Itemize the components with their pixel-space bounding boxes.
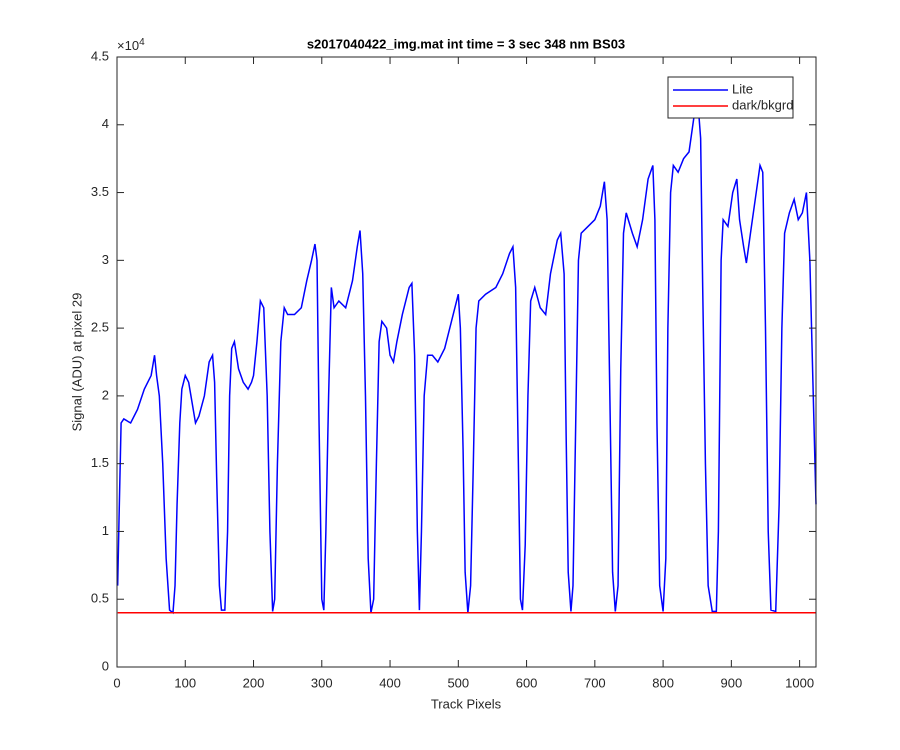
x-tick-label: 1000 <box>785 675 814 690</box>
x-tick-label: 600 <box>516 675 538 690</box>
y-tick-label: 1.5 <box>91 455 109 470</box>
y-tick-label: 4.5 <box>91 48 109 63</box>
y-tick-label: 3.5 <box>91 184 109 199</box>
x-tick-label: 800 <box>652 675 674 690</box>
axes-box <box>116 56 817 668</box>
y-tick-label: 0.5 <box>91 591 109 606</box>
plot-area <box>117 57 816 667</box>
x-tick-label: 900 <box>721 675 743 690</box>
x-tick-label: 0 <box>113 675 120 690</box>
exponent-power: 4 <box>139 37 145 48</box>
x-tick-label: 500 <box>447 675 469 690</box>
x-tick-label: 200 <box>243 675 265 690</box>
x-tick-label: 700 <box>584 675 606 690</box>
y-tick-label: 2 <box>102 387 109 402</box>
y-axis-label: Signal (ADU) at pixel 29 <box>69 293 84 432</box>
y-exponent: ×104 <box>117 37 145 54</box>
y-tick-label: 0 <box>102 658 109 673</box>
plot-marks <box>116 109 817 615</box>
exponent-base: ×10 <box>117 38 139 53</box>
x-tick-label: 400 <box>379 675 401 690</box>
y-tick-label: 1 <box>102 523 109 538</box>
chart-title: s2017040422_img.mat int time = 3 sec 348… <box>307 36 625 51</box>
y-tick-label: 3 <box>102 252 109 267</box>
x-tick-label: 300 <box>311 675 333 690</box>
x-tick-label: 100 <box>174 675 196 690</box>
legend-label: Lite <box>732 81 753 96</box>
y-tick-label: 4 <box>102 116 109 131</box>
x-axis-label: Track Pixels <box>431 696 502 711</box>
legend-label: dark/bkgrd <box>732 97 793 112</box>
y-tick-label: 2.5 <box>91 320 109 335</box>
data-line <box>116 109 817 615</box>
legend-box <box>667 76 794 119</box>
